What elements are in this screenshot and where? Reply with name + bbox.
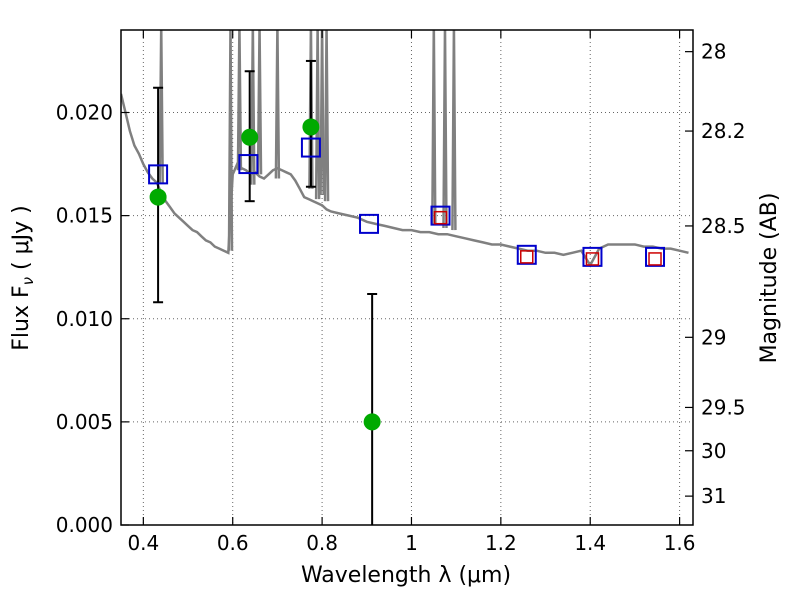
model-square-red	[521, 251, 533, 263]
x-tick-label: 1.6	[664, 531, 696, 555]
observed-point	[303, 119, 319, 135]
observed-point	[364, 414, 380, 430]
y-tick-label: 0.005	[56, 410, 113, 434]
axis-labels: Wavelength λ (μm) Flux Fν ( μJy ) Magnit…	[9, 193, 782, 588]
model-square-red	[649, 253, 661, 265]
y-axis-label-subscript: ν	[19, 277, 37, 285]
y-tick-label: 0.020	[56, 101, 113, 125]
plot-area	[121, 25, 689, 525]
emission-line-spike	[160, 25, 163, 183]
y-axis-label: Flux Fν ( μJy )	[9, 205, 37, 350]
chart-container: 0.4 0.6 0.8 1 1.2 1.4 1.6 0.000 0.005 0.010 0.015 0…	[0, 0, 800, 600]
y2-tick-label: 28.2	[701, 119, 746, 143]
x-tick-label: 1	[405, 531, 418, 555]
emission-line-spike	[258, 25, 261, 174]
y-tick-label: 0.015	[56, 204, 113, 228]
emission-line-spike	[432, 25, 435, 224]
emission-line-spike	[321, 25, 324, 195]
emission-line-spike	[325, 25, 328, 201]
x-tick-label: 0.6	[217, 531, 249, 555]
x-tick-label: 0.8	[306, 531, 338, 555]
y2-axis-label: Magnitude (AB)	[757, 193, 782, 364]
emission-line-spike	[443, 25, 446, 228]
grid-lines	[121, 30, 693, 525]
plot-frame	[121, 30, 693, 525]
x-tick-label: 1.2	[485, 531, 517, 555]
y2-tick-label: 31	[701, 484, 726, 508]
x-axis-label: Wavelength λ (μm)	[301, 563, 511, 588]
x-tick-label: 1.4	[574, 531, 606, 555]
observed-point	[150, 189, 166, 205]
y2-tick-label: 28.5	[701, 214, 746, 238]
emission-line-spike	[276, 25, 279, 179]
emission-line-spike	[452, 25, 455, 230]
chart-svg: 0.4 0.6 0.8 1 1.2 1.4 1.6 0.000 0.005 0.010 0.015 0…	[0, 0, 800, 600]
x-tick-label: 0.4	[127, 531, 159, 555]
y2-tick-label: 29.5	[701, 395, 746, 419]
model-spectrum-line	[121, 94, 689, 265]
plot-clipped-group	[121, 25, 689, 525]
emission-line-spike	[238, 25, 241, 170]
y-axis-label-units: ( μJy )	[9, 205, 34, 277]
y2-tick-label: 29	[701, 325, 726, 349]
y2-tick-label: 30	[701, 439, 726, 463]
y2-tick-label: 28	[701, 40, 726, 64]
y-axis-label-main: Flux F	[9, 285, 34, 350]
y-tick-label: 0.000	[56, 513, 113, 537]
observed-point	[242, 129, 258, 145]
emission-line-spike	[251, 25, 254, 185]
emission-line-spike	[316, 25, 319, 199]
y-tick-label: 0.010	[56, 307, 113, 331]
